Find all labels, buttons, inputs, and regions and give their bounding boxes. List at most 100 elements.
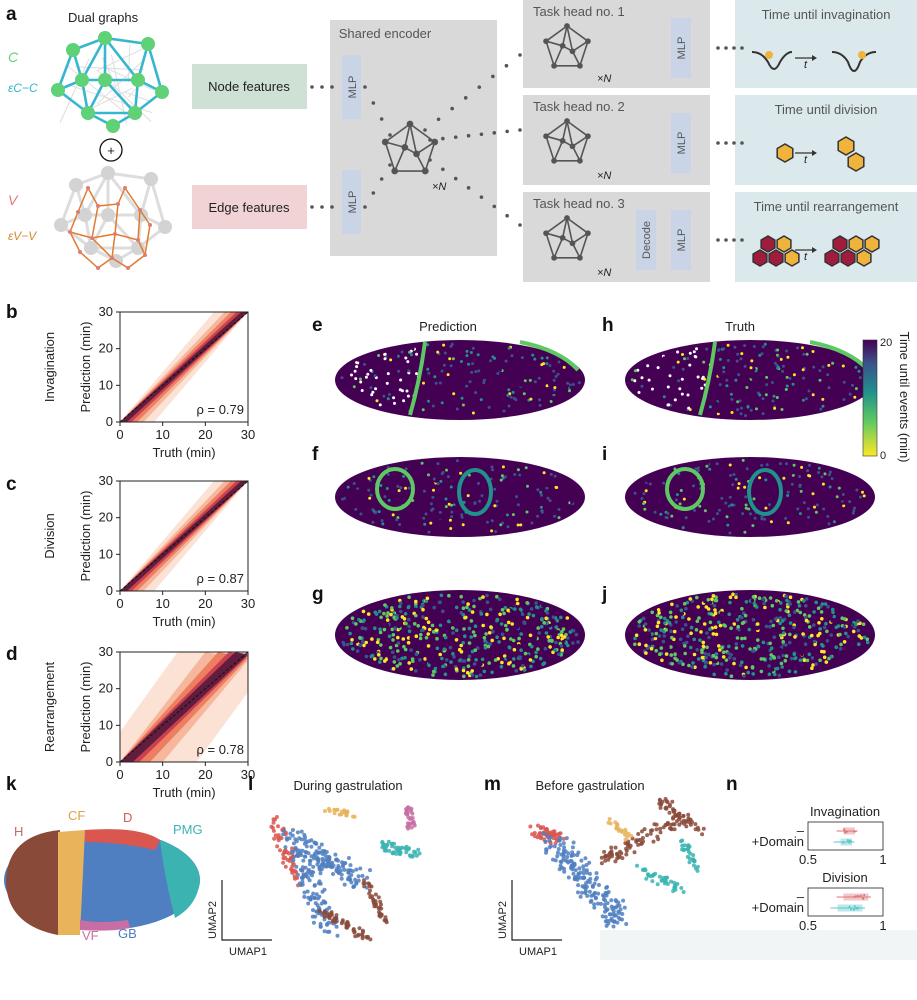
connection-dot — [310, 85, 314, 89]
cell-dot — [698, 638, 702, 642]
cell-dot — [559, 615, 563, 620]
cell-dot — [473, 633, 477, 638]
cell-dot — [403, 612, 408, 616]
umap-point — [589, 898, 594, 903]
umap-point — [387, 848, 392, 853]
cell-dot — [811, 350, 815, 353]
umap1-label: UMAP1 — [519, 946, 557, 958]
cell-dot — [435, 646, 440, 651]
arrow-head-icon — [812, 55, 817, 61]
cell-dot — [719, 635, 724, 639]
x-tick-label: 0.5 — [799, 852, 817, 867]
cell-dot — [687, 617, 691, 621]
cell-dot — [737, 470, 740, 474]
cell-dot — [443, 635, 448, 640]
umap-point — [390, 844, 395, 849]
cell-dot — [815, 503, 819, 507]
cell-dot — [402, 644, 406, 649]
cell-dot — [761, 597, 765, 601]
embryo-map-i: i — [602, 444, 875, 537]
cell-dot — [705, 347, 709, 351]
cell-dot — [805, 373, 809, 377]
umap-point — [377, 913, 382, 918]
cell-dot — [770, 381, 774, 384]
umap-point — [636, 842, 641, 847]
cell-dot — [485, 593, 489, 598]
cell-dot — [693, 508, 696, 512]
cell-dot — [459, 611, 464, 615]
cell-dot — [710, 597, 714, 601]
umap-point — [318, 924, 323, 929]
cell-dot — [817, 394, 821, 398]
cell-dot — [538, 644, 543, 649]
cell-dot — [680, 392, 684, 396]
umap-point — [670, 799, 675, 804]
cell-dot — [664, 652, 669, 656]
umap-point — [276, 836, 280, 841]
cell-dot — [452, 655, 456, 659]
cell-dot — [812, 365, 816, 369]
cell-dot — [728, 463, 732, 467]
cell-dot — [382, 394, 386, 398]
cell-dot — [429, 521, 433, 525]
panel-label-f: f — [312, 444, 319, 465]
umap-point — [311, 908, 315, 913]
cell-dot — [835, 495, 839, 499]
cell-dot — [476, 353, 480, 357]
cell-dot — [788, 640, 792, 645]
mlp-label: MLP — [347, 191, 359, 214]
cell-dot — [793, 476, 797, 480]
cell-dot — [788, 660, 793, 665]
cell-dot — [743, 485, 747, 489]
cell-dot — [542, 621, 546, 625]
cell-dot — [394, 477, 398, 481]
box-point — [852, 908, 855, 911]
umap-point — [307, 878, 312, 883]
cell-dot — [495, 499, 499, 503]
cell-dot — [731, 381, 734, 385]
umap-point — [386, 839, 391, 844]
umap-point — [571, 871, 576, 876]
umap-point — [669, 822, 673, 827]
umap-point — [322, 900, 327, 905]
vertex-edge-faint — [128, 88, 136, 98]
cell-dot — [749, 512, 752, 516]
cell-dot — [482, 381, 486, 385]
cell-dot — [499, 478, 503, 482]
cell-dot — [744, 414, 747, 418]
cell-dot — [504, 359, 508, 363]
cell-dot — [482, 378, 486, 382]
cell-dot — [450, 510, 454, 514]
cell-dot — [777, 412, 781, 416]
panel-a: a Dual graphs C εC−C V εV−V + Node featu… — [6, 0, 917, 282]
umap-point — [365, 875, 370, 880]
cell-dot — [495, 477, 499, 481]
cell-dot — [468, 380, 472, 384]
umap-point — [557, 831, 562, 836]
cell-dot — [833, 499, 836, 503]
cell-dot — [862, 494, 866, 498]
cell-dot — [681, 353, 684, 356]
output-box — [735, 95, 917, 185]
cell-dot — [509, 669, 513, 674]
umap-point — [545, 828, 550, 833]
cell-dot — [466, 658, 471, 662]
cell-dot — [493, 504, 497, 508]
cell-dot — [574, 387, 577, 391]
cell-dot — [741, 458, 745, 462]
connection-dot — [479, 132, 484, 137]
cell-dot — [451, 631, 455, 635]
cell-dot — [761, 397, 765, 401]
cell-dot — [678, 623, 683, 628]
cell-dot — [792, 652, 797, 656]
cell-node-faint — [134, 208, 148, 222]
cell-dot — [522, 392, 526, 396]
cell-dot — [637, 642, 642, 646]
cell-dot — [785, 349, 788, 353]
umap-point — [326, 862, 331, 867]
cell-dot — [800, 465, 804, 469]
cell-dot — [534, 366, 538, 370]
cell-dot — [656, 608, 661, 612]
cell-dot — [810, 656, 815, 660]
cell-dot — [526, 484, 529, 488]
